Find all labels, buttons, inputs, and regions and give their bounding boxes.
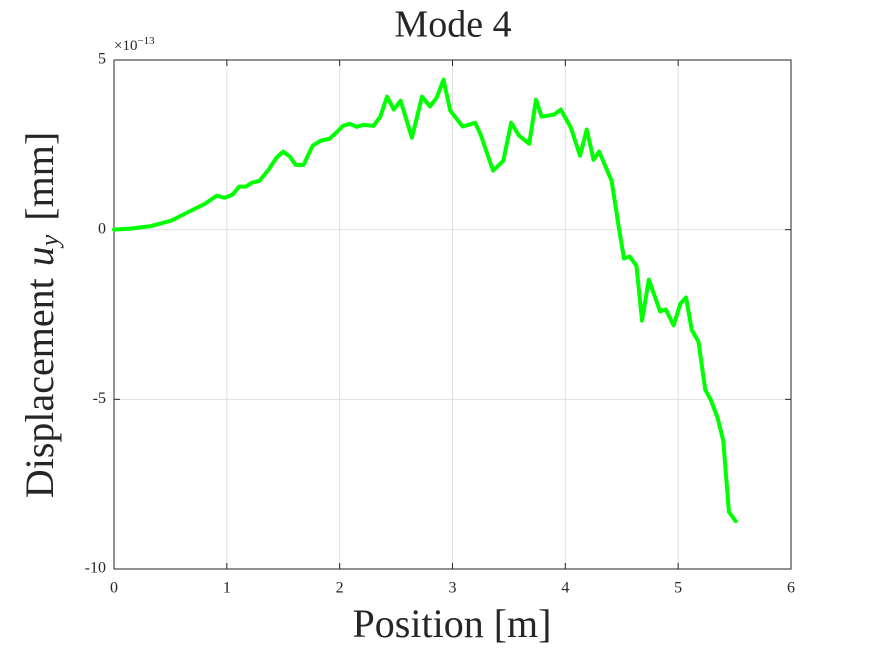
x-tick-label: 1	[223, 580, 231, 597]
x-tick-label: 2	[336, 580, 344, 597]
y-axis-label: Displacement uy [mm]	[17, 132, 64, 498]
y-tick-label: -10	[85, 560, 106, 577]
y-label-unit: [mm]	[17, 132, 62, 221]
y-tick-label: 5	[98, 51, 106, 68]
y-tick-label: 0	[98, 220, 106, 237]
y-label-subscript: y	[35, 234, 64, 249]
x-tick-label: 6	[787, 580, 795, 597]
x-tick-label: 4	[561, 580, 569, 597]
data-line	[112, 77, 738, 524]
plot-frame	[113, 59, 792, 570]
y-tick-label: -5	[93, 390, 106, 407]
x-tick-label: 0	[110, 580, 118, 597]
y-multiplier-exponent: −13	[137, 35, 155, 47]
y-label-text: Displacement	[17, 278, 62, 498]
chart-title: Mode 4	[394, 4, 511, 46]
x-tick-label: 3	[449, 580, 457, 597]
x-axis-label: Position [m]	[353, 601, 552, 646]
y-multiplier: ×10−13	[114, 35, 155, 55]
x-tick-label: 5	[674, 580, 682, 597]
y-label-symbol: u	[17, 246, 62, 266]
y-multiplier-base: ×10	[114, 38, 137, 54]
